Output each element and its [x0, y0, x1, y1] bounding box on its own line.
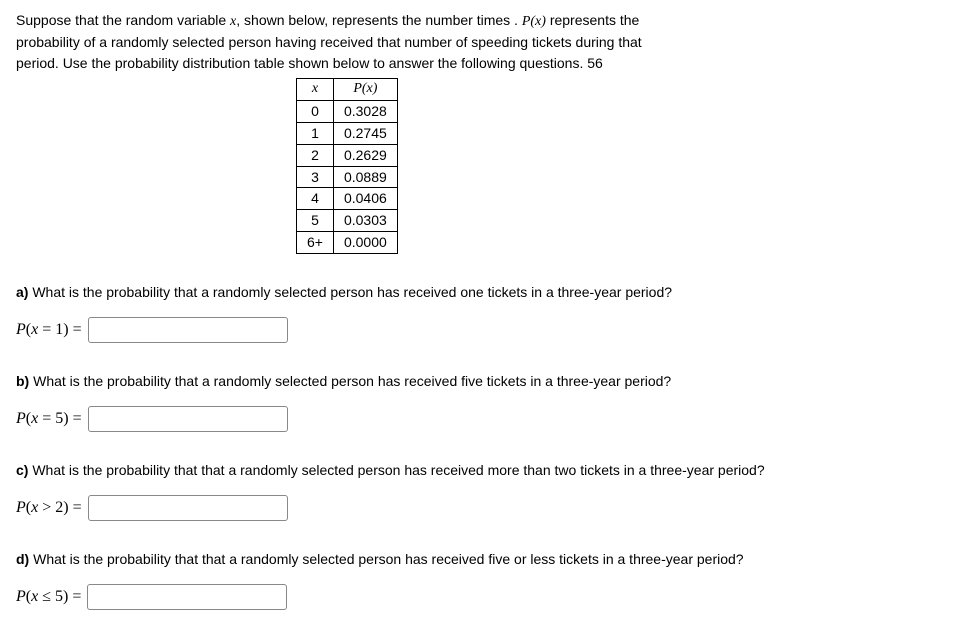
table-row: 40.0406	[297, 188, 398, 210]
question-b-expr: P(x = 5) =	[16, 410, 82, 428]
question-b-text: b) What is the probability that a random…	[16, 371, 940, 392]
answer-b-input[interactable]	[88, 406, 288, 432]
question-b-label: b)	[16, 373, 29, 389]
th-x: x	[312, 81, 318, 96]
cell-p: 0.2629	[333, 144, 397, 166]
cell-x: 5	[297, 210, 334, 232]
question-b: b) What is the probability that a random…	[16, 371, 940, 432]
intro-text: , shown below, represents the number tim…	[236, 12, 522, 28]
question-a-body: What is the probability that a randomly …	[28, 284, 672, 300]
cell-p: 0.0303	[333, 210, 397, 232]
question-a-expr: P(x = 1) =	[16, 321, 82, 339]
cell-x: 1	[297, 122, 334, 144]
table-header-px: P(x)	[333, 79, 397, 101]
table-row: 10.2745	[297, 122, 398, 144]
cell-x: 2	[297, 144, 334, 166]
table-row: 50.0303	[297, 210, 398, 232]
cell-p: 0.0000	[333, 232, 397, 254]
question-d-label: d)	[16, 551, 29, 567]
intro-px: P(x)	[522, 14, 546, 29]
table-header-x: x	[297, 79, 334, 101]
table-row: 20.2629	[297, 144, 398, 166]
cell-p: 0.3028	[333, 100, 397, 122]
table-row: 30.0889	[297, 166, 398, 188]
question-a: a) What is the probability that a random…	[16, 282, 940, 343]
question-a-text: a) What is the probability that a random…	[16, 282, 940, 303]
question-c: c) What is the probability that that a r…	[16, 460, 940, 521]
answer-c-input[interactable]	[88, 495, 288, 521]
probability-table: x P(x) 00.3028 10.2745 20.2629 30.0889 4…	[296, 78, 398, 254]
question-c-body: What is the probability that that a rand…	[28, 462, 764, 478]
table-row: 6+0.0000	[297, 232, 398, 254]
intro-text: probability of a randomly selected perso…	[16, 34, 642, 50]
question-c-text: c) What is the probability that that a r…	[16, 460, 940, 481]
question-d-expr: P(x ≤ 5) =	[16, 588, 81, 606]
problem-intro: Suppose that the random variable x, show…	[16, 10, 940, 74]
cell-p: 0.0889	[333, 166, 397, 188]
intro-text: Suppose that the random variable	[16, 12, 230, 28]
cell-x: 6+	[297, 232, 334, 254]
th-px: P(x)	[353, 81, 377, 96]
question-d: d) What is the probability that that a r…	[16, 549, 940, 610]
question-a-label: a)	[16, 284, 28, 300]
cell-p: 0.2745	[333, 122, 397, 144]
cell-p: 0.0406	[333, 188, 397, 210]
question-c-expr: P(x > 2) =	[16, 499, 82, 517]
answer-a-input[interactable]	[88, 317, 288, 343]
question-d-body: What is the probability that that a rand…	[29, 551, 743, 567]
question-b-body: What is the probability that a randomly …	[29, 373, 671, 389]
question-d-text: d) What is the probability that that a r…	[16, 549, 940, 570]
intro-text: represents the	[546, 12, 639, 28]
cell-x: 3	[297, 166, 334, 188]
cell-x: 0	[297, 100, 334, 122]
answer-d-input[interactable]	[87, 584, 287, 610]
intro-text: period. Use the probability distribution…	[16, 55, 603, 71]
cell-x: 4	[297, 188, 334, 210]
table-row: 00.3028	[297, 100, 398, 122]
question-c-label: c)	[16, 462, 28, 478]
